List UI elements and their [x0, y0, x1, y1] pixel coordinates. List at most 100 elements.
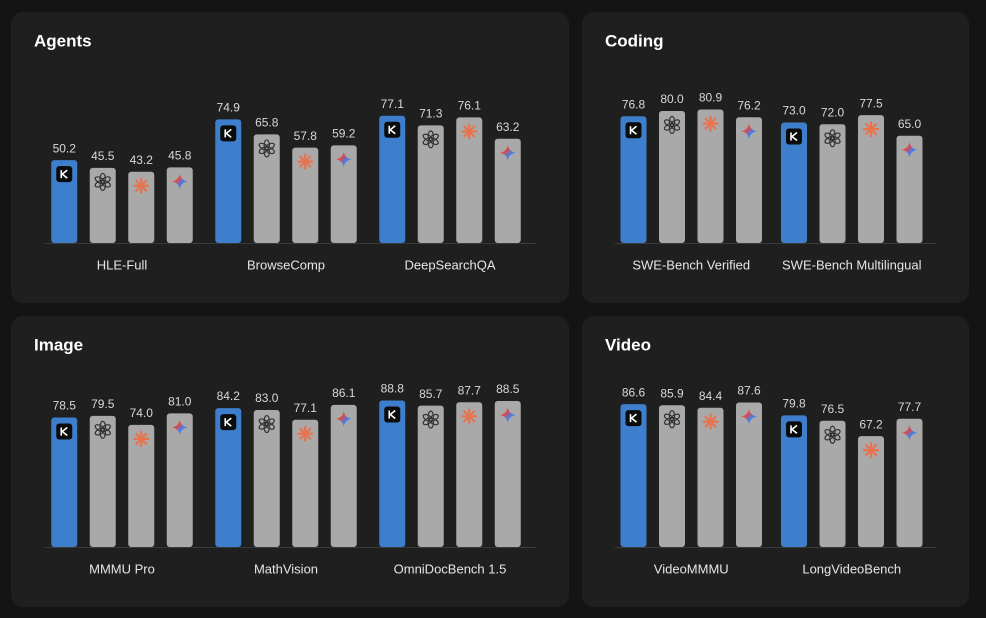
model-icon [297, 153, 314, 170]
model-icon [220, 414, 237, 431]
icon-petal [94, 424, 105, 433]
category-label: BrowseComp [247, 257, 325, 272]
icon-ray [140, 432, 148, 440]
icon-badge [220, 125, 237, 142]
model-icon [663, 115, 681, 135]
icon-glyph [388, 125, 396, 135]
bar [697, 109, 724, 243]
value-label: 87.6 [737, 384, 761, 398]
model-icon [133, 177, 150, 194]
model-icon [862, 121, 880, 138]
icon-glyph [224, 417, 232, 427]
model-icon [171, 419, 188, 436]
icon-glyph [790, 131, 798, 142]
icon-petal [422, 133, 433, 142]
icon-badge [786, 421, 802, 438]
icon-star [499, 144, 516, 161]
icon-glyph [60, 169, 68, 179]
value-label: 86.6 [622, 385, 646, 399]
icon-ray [140, 179, 148, 187]
model-icon [171, 173, 188, 190]
model-icon [499, 144, 516, 161]
value-label: 88.8 [381, 382, 405, 396]
bar [736, 117, 762, 243]
value-label: 86.1 [332, 386, 356, 400]
bar [659, 111, 685, 243]
bar [896, 135, 923, 243]
bar [253, 410, 280, 547]
value-label: 84.4 [699, 389, 723, 403]
icon-badge [384, 121, 401, 138]
icon-badge [625, 410, 642, 427]
value-label: 77.1 [381, 97, 405, 111]
value-label: 71.3 [419, 107, 443, 121]
model-icon [786, 128, 802, 145]
bar [697, 407, 724, 547]
model-icon [702, 413, 719, 430]
bar [620, 404, 647, 547]
category-label: MMMU Pro [89, 561, 155, 576]
value-label: 79.5 [91, 397, 115, 411]
category-label: DeepSearchQA [404, 257, 495, 272]
bar [819, 124, 846, 243]
bar [736, 402, 762, 547]
value-label: 83.0 [255, 391, 279, 405]
value-label: 72.0 [821, 105, 845, 119]
model-icon [702, 115, 719, 132]
icon-glyph [790, 424, 798, 434]
icon-star [171, 173, 188, 190]
bar [620, 116, 647, 243]
model-icon [258, 139, 275, 158]
bar [659, 405, 685, 547]
model-icon [824, 129, 841, 148]
icon-glyph [224, 128, 232, 139]
icon-ray [709, 117, 717, 125]
model-icon [422, 410, 439, 429]
model-icon [663, 410, 681, 429]
icon-petal [824, 132, 835, 141]
icon-petal [422, 413, 433, 422]
panel-title: Video [605, 335, 651, 354]
icon-glyph [388, 409, 396, 420]
model-icon [625, 122, 642, 139]
bar [379, 400, 406, 547]
model-icon [422, 130, 439, 149]
bar [781, 415, 807, 547]
icon-badge [786, 128, 802, 145]
icon-ray [304, 155, 312, 163]
bar [89, 415, 116, 547]
value-label: 76.1 [458, 99, 482, 113]
value-label: 84.2 [217, 389, 241, 403]
category-label: VideoMMMU [654, 561, 729, 576]
category-label: LongVideoBench [802, 561, 901, 576]
value-label: 59.2 [332, 126, 356, 140]
bar [896, 418, 923, 547]
icon-badge [384, 406, 401, 423]
model-icon [94, 420, 111, 439]
bar [456, 402, 483, 547]
value-label: 74.0 [130, 406, 154, 420]
model-icon [56, 166, 73, 183]
icon-petal [258, 142, 269, 151]
bar [417, 405, 444, 547]
icon-ray [468, 410, 476, 418]
model-icon [741, 408, 757, 425]
icon-petal [663, 119, 675, 128]
value-label: 77.7 [898, 400, 922, 414]
model-icon [862, 442, 880, 459]
icon-badge [625, 122, 642, 139]
value-label: 76.8 [622, 97, 646, 111]
icon-glyph [60, 426, 68, 437]
model-icon [741, 123, 757, 140]
bar [781, 122, 807, 243]
bar [330, 145, 357, 243]
value-label: 50.2 [53, 141, 77, 155]
icon-star [741, 408, 757, 425]
model-icon [901, 141, 918, 158]
bar [379, 115, 406, 243]
model-icon [384, 406, 401, 423]
value-label: 73.0 [782, 104, 806, 118]
value-label: 77.5 [859, 96, 883, 110]
value-label: 81.0 [168, 395, 192, 409]
